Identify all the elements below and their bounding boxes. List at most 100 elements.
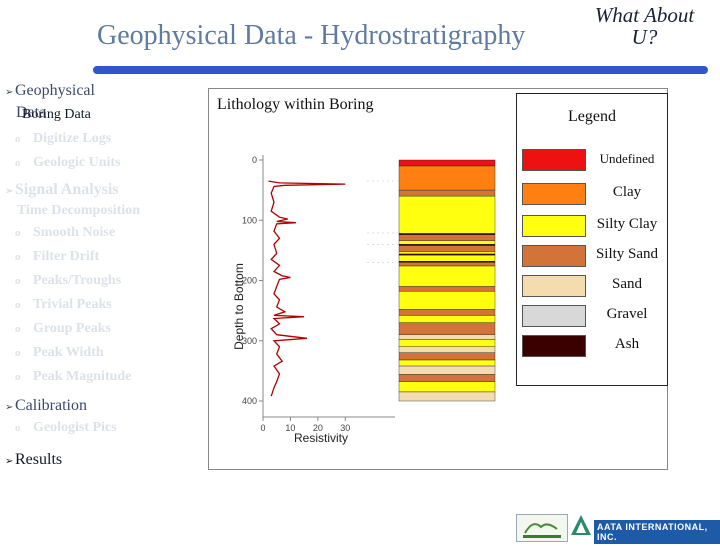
lithology-layer bbox=[398, 286, 496, 292]
bullet-icon: o bbox=[15, 275, 21, 287]
figure-title: Lithology within Boring bbox=[217, 96, 374, 113]
nav-peaks-troughs[interactable]: o Peaks/Troughs bbox=[15, 273, 122, 288]
legend-label: Silty Sand bbox=[595, 246, 659, 262]
legend-title: Legend bbox=[568, 108, 616, 125]
lithology-layer bbox=[398, 309, 496, 316]
y-axis-label: Depth to Bottom bbox=[232, 263, 246, 350]
nav-calibration[interactable]: ➢ Calibration bbox=[5, 397, 87, 414]
lithology-layer bbox=[398, 339, 496, 347]
lithology-layer bbox=[398, 365, 496, 375]
legend-item: Ash bbox=[517, 332, 667, 358]
lithology-layer bbox=[398, 262, 496, 267]
bullet-icon: o bbox=[15, 251, 21, 263]
nav-geologist-pics[interactable]: o Geologist Pics bbox=[15, 420, 117, 435]
lithology-layer bbox=[398, 322, 496, 335]
legend-swatch bbox=[522, 245, 586, 267]
bullet-icon: o bbox=[15, 323, 21, 335]
bullet-icon: o bbox=[15, 347, 21, 359]
legend-item: Silty Sand bbox=[517, 242, 667, 268]
lithology-layer bbox=[398, 315, 496, 323]
nav-smooth-noise[interactable]: o Smooth Noise bbox=[15, 225, 116, 240]
arrow-marker-icon: ➢ bbox=[5, 456, 14, 467]
nav-results[interactable]: ➢ Results bbox=[5, 451, 63, 468]
lithology-layer bbox=[398, 291, 496, 310]
lithology-layer bbox=[398, 240, 496, 245]
nav-signal-analysis[interactable]: ➢ Signal Analysis bbox=[5, 181, 119, 198]
slide-title: Geophysical Data - Hydrostratigraphy bbox=[97, 20, 526, 51]
x-tick-label: 0 bbox=[260, 423, 265, 433]
nav-geologic-units[interactable]: o Geologic Units bbox=[15, 155, 121, 170]
nav-geophysical-label-line2: Data bbox=[16, 104, 47, 121]
lithology-layer bbox=[398, 159, 496, 167]
legend-swatch bbox=[522, 275, 586, 297]
nav-geophysical-data[interactable]: ➢ Geophysical Data bbox=[5, 82, 95, 121]
lithology-layer bbox=[398, 254, 496, 262]
arrow-marker-icon: ➢ bbox=[5, 87, 14, 98]
legend-label: Undefined bbox=[599, 151, 655, 166]
y-tick-label: 300 bbox=[242, 336, 257, 346]
nav-time-decomposition[interactable]: Time Decomposition bbox=[17, 203, 141, 218]
nav-filter-drift[interactable]: o Filter Drift bbox=[15, 249, 100, 264]
lithology-layer bbox=[398, 352, 496, 361]
what-about-line1: What About bbox=[594, 3, 695, 27]
lithology-layer bbox=[398, 265, 496, 287]
bullet-icon: o bbox=[15, 299, 21, 311]
legend-item: Clay bbox=[517, 180, 667, 206]
lithology-layer bbox=[398, 359, 496, 367]
lithology-layer bbox=[398, 381, 496, 393]
legend-item: Undefined bbox=[517, 146, 667, 172]
x-axis-label: Resistivity bbox=[294, 431, 348, 445]
legend-item: Sand bbox=[517, 272, 667, 298]
lithology-layer bbox=[398, 245, 496, 252]
outline-nav: ➢ Geophysical Data Boring Data o Digitize … bbox=[0, 0, 210, 540]
bullet-icon: o bbox=[15, 157, 21, 169]
legend-item: Silty Clay bbox=[517, 212, 667, 238]
x-tick-label: 10 bbox=[285, 423, 295, 433]
legend-swatch bbox=[522, 149, 586, 171]
arrow-marker-icon: ➢ bbox=[5, 186, 14, 197]
legend-item: Gravel bbox=[517, 302, 667, 328]
lithology-layer bbox=[398, 251, 496, 255]
nav-trivial-peaks[interactable]: o Trivial Peaks bbox=[15, 297, 112, 312]
aata-logo-text: AATA INTERNATIONAL, INC. bbox=[594, 520, 720, 544]
legend-swatch bbox=[522, 335, 586, 357]
lithology-layer bbox=[398, 234, 496, 241]
legend-label: Silty Clay bbox=[596, 216, 658, 232]
legend-label: Ash bbox=[614, 336, 640, 352]
nav-group-peaks[interactable]: o Group Peaks bbox=[15, 321, 111, 336]
nav-peak-width[interactable]: o Peak Width bbox=[15, 345, 104, 360]
legend-swatch bbox=[522, 215, 586, 237]
what-about-line2: U? bbox=[631, 25, 658, 49]
title-underline-bar bbox=[93, 66, 708, 74]
legend-label: Sand bbox=[612, 276, 642, 292]
y-tick-label: 0 bbox=[252, 155, 257, 165]
bullet-icon: o bbox=[15, 227, 21, 239]
resistivity-line bbox=[268, 180, 346, 397]
nav-peak-magnitude[interactable]: o Peak Magnitude bbox=[15, 369, 132, 384]
legend-swatch bbox=[522, 183, 586, 205]
bullet-icon: o bbox=[15, 422, 21, 434]
lithology-layer bbox=[398, 165, 496, 191]
company-logo-left bbox=[516, 514, 568, 542]
x-tick-label: 30 bbox=[340, 423, 350, 433]
legend-label: Gravel bbox=[606, 306, 648, 322]
y-tick-label: 200 bbox=[242, 276, 257, 286]
y-tick-label: 100 bbox=[242, 215, 257, 225]
y-tick-label: 400 bbox=[242, 396, 257, 406]
lithology-layer bbox=[398, 346, 496, 353]
nav-boring-data[interactable]: Boring Data bbox=[22, 107, 91, 122]
lithology-figure-panel: Lithology within Boring 0 100 200 300 400 0 10… bbox=[208, 88, 668, 470]
nav-geophysical-label: Geophysical bbox=[15, 82, 95, 99]
arrow-marker-icon: ➢ bbox=[5, 402, 14, 413]
legend-label: Clay bbox=[612, 184, 642, 200]
lithology-layer bbox=[398, 195, 496, 234]
legend-swatch bbox=[522, 305, 586, 327]
bullet-icon: o bbox=[15, 133, 21, 145]
aata-logo: AATA INTERNATIONAL, INC. bbox=[570, 512, 720, 544]
x-tick-label: 20 bbox=[313, 423, 323, 433]
what-about-heading: What About U? bbox=[592, 4, 697, 48]
nav-digitize-logs[interactable]: o Digitize Logs bbox=[15, 131, 112, 146]
lithology-layer bbox=[398, 189, 496, 197]
bullet-icon: o bbox=[15, 371, 21, 383]
